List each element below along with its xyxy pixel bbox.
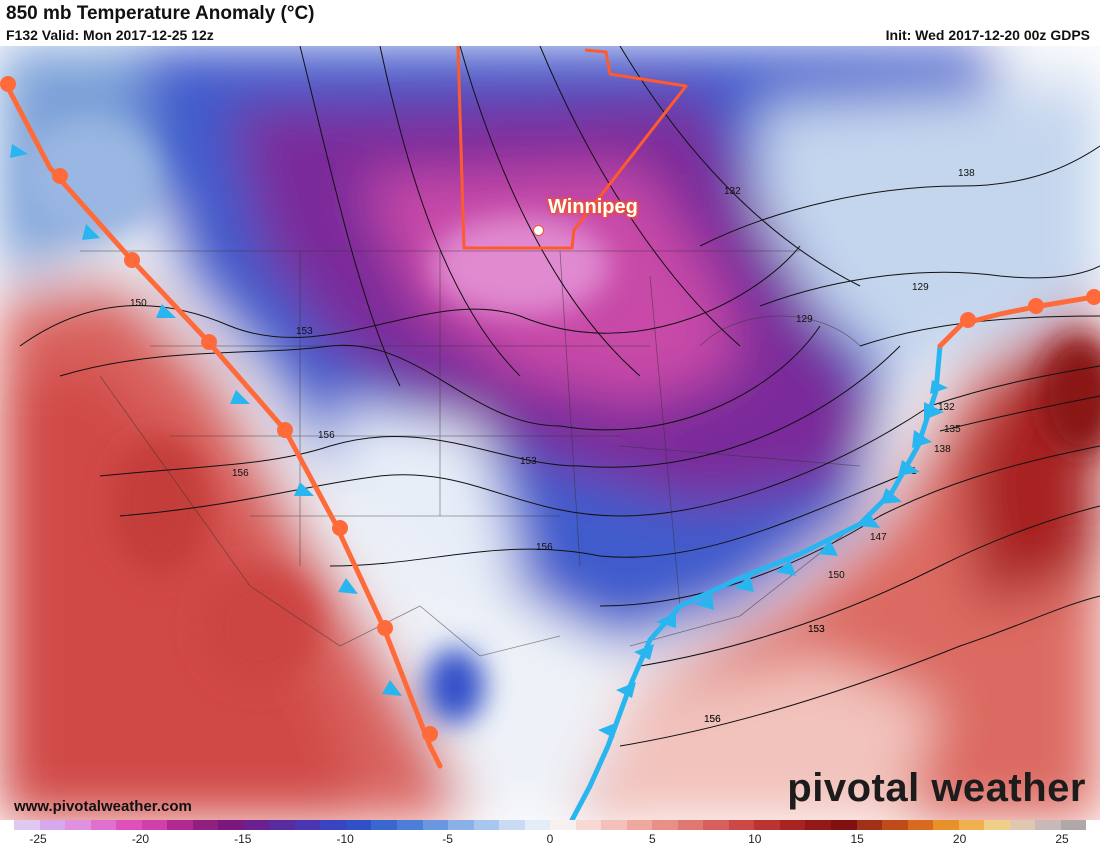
colorbar-cell [65,820,91,830]
init-time: Init: Wed 2017-12-20 00z GDPS [885,27,1090,43]
colorbar-cell [626,820,653,830]
contour-label: 150 [130,298,147,309]
header: 850 mb Temperature Anomaly (°C) F132 Val… [0,0,1100,46]
colorbar-cell [243,820,270,830]
colorbar-cell [754,820,780,830]
city-label: Winnipeg [548,196,638,218]
colorbar-cell [1060,820,1087,830]
contour-label: 147 [870,532,887,543]
colorbar-cell [677,820,704,830]
contour-label: 132 [938,402,955,413]
contour-label: 153 [520,456,537,467]
colorbar-cell [933,820,959,830]
contour-label: 129 [912,282,929,293]
colorbar-cell [524,820,551,830]
contour-label: 156 [704,714,721,725]
colorbar-cell [1009,820,1036,830]
height-contours [19,46,1100,747]
colorbar-cell [907,820,934,830]
manitoba-outline [456,46,688,250]
colorbar-cell [345,820,372,830]
winnipeg-marker-icon [533,225,544,236]
brand-logo: pivotal weather [787,766,1086,810]
colorbar-tick-label: 10 [748,832,762,846]
contour-label: 132 [724,186,741,197]
west-front-warm-markers [0,76,438,742]
colorbar-cell [856,820,883,830]
colorbar-cell [575,820,602,830]
colorbar-tick-label: 5 [649,832,656,846]
colorbar-cell [371,820,397,830]
colorbar-cell [805,820,831,830]
colorbar-cell [728,820,755,830]
colorbar-tick-label: 0 [546,832,554,846]
contour-label: 156 [232,468,249,479]
colorbar-cell [192,820,219,830]
colorbar-cell [550,820,576,830]
colorbar-cell [116,820,142,830]
contour-label: 129 [796,314,813,325]
colorbar-cell [779,820,806,830]
colorbar-cell [448,820,474,830]
colorbar-ticks: -25 -20 -15 -10 -5 0 5 10 15 20 25 [14,832,1086,848]
colorbar-cell [320,820,346,830]
colorbar-cell [396,820,423,830]
colorbar-cell [499,820,525,830]
colorbar-cell [473,820,500,830]
valid-time: F132 Valid: Mon 2017-12-25 12z [6,27,214,43]
contour-label: 156 [704,714,721,725]
warm-front-markers [960,289,1100,328]
contour-label: 156 [536,542,553,553]
colorbar-cell [958,820,985,830]
contour-label: 156 [318,430,335,441]
contour-label: 138 [958,168,975,179]
anomaly-map: 150 153 156 156 153 156 153 156 132 138 … [0,46,1100,820]
colorbar-cell [422,820,449,830]
warm-front-line [937,293,1100,349]
colorbar-cell [141,820,168,830]
colorbar-tick-label: -5 [442,832,453,846]
colorbar-cell [703,820,729,830]
colorbar-cell [167,820,193,830]
colorbar-cell [652,820,678,830]
contour-label: 153 [296,326,313,337]
contour-labels: 150 153 156 156 153 156 153 156 132 138 … [130,168,975,725]
contour-label: 138 [934,444,951,455]
west-front-cold-markers [10,144,402,696]
contour-label: 153 [808,624,825,635]
anomaly-detail [20,116,1100,724]
colorbar-tick-label: 20 [952,832,967,846]
colorbar-tick-label: 15 [850,832,864,846]
colorbar-cell [294,820,321,830]
colorbar-tick-label: -10 [336,832,354,846]
colorbar-cell [90,820,117,830]
colorbar-cell [14,820,40,830]
colorbar-cell [882,820,908,830]
colorbar-tick-label: -20 [131,832,150,846]
colorbar-cell [39,820,66,830]
website-label: www.pivotalweather.com [14,798,192,815]
contour-label: 135 [944,424,961,435]
borders [80,250,881,657]
colorbar-cell [984,820,1010,830]
colorbar-tick-label: -15 [234,832,252,846]
colorbar-cell [831,820,857,830]
east-cold-front-triangles [598,380,948,738]
contour-label: 153 [808,624,825,635]
colorbar-tick-label: -25 [29,832,47,846]
colorbar-cell [269,820,295,830]
colorbar-cell [601,820,627,830]
contour-label: 150 [828,570,845,581]
colorbar-cell [218,820,244,830]
colorbar [14,820,1087,830]
colorbar-tick-label: 25 [1055,832,1069,846]
map-title: 850 mb Temperature Anomaly (°C) [6,3,315,24]
anomaly-shading [0,46,1100,820]
colorbar-cell [1035,820,1061,830]
